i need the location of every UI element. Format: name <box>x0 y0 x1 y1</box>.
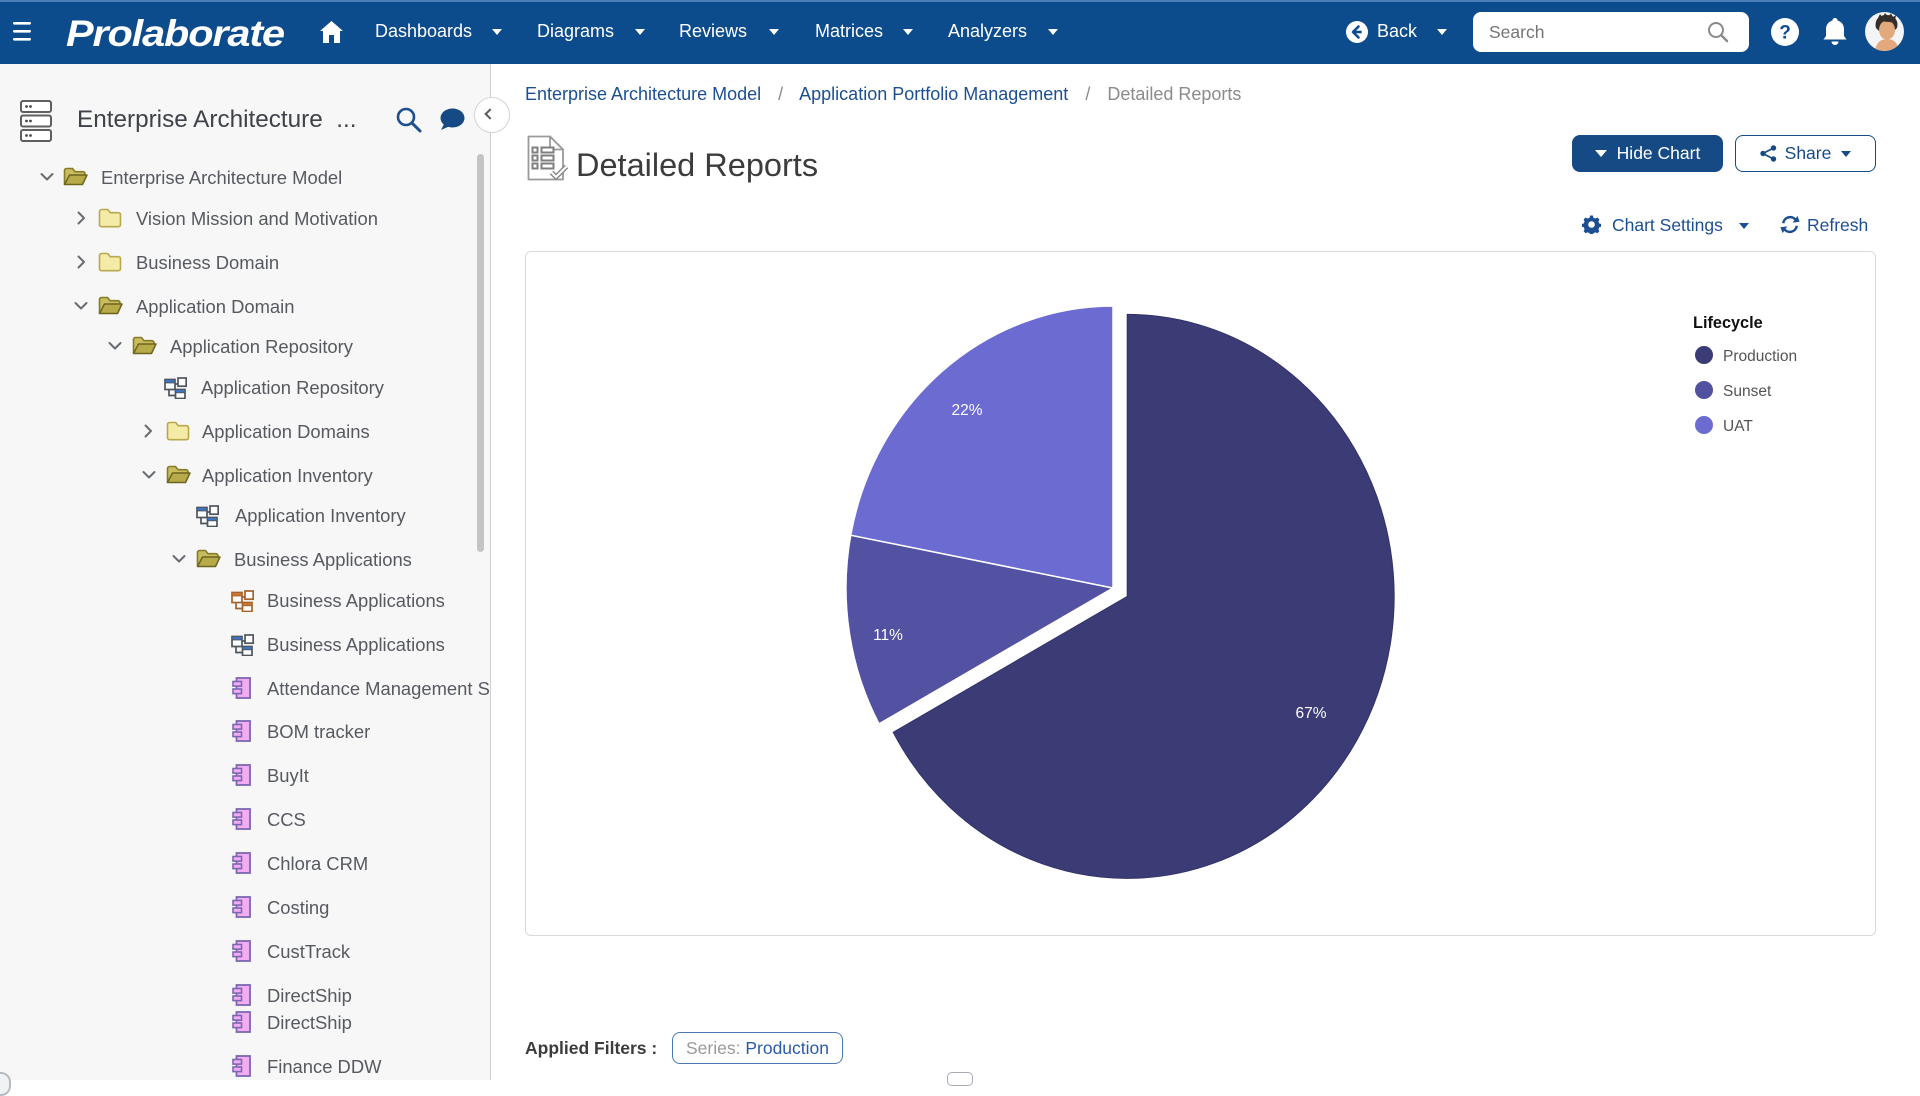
svg-text:?: ? <box>1779 23 1791 44</box>
svg-text:11%: 11% <box>873 627 903 644</box>
svg-text:Lifecycle: Lifecycle <box>1693 314 1763 332</box>
svg-text:Production: Production <box>1723 348 1797 365</box>
svg-text:67%: 67% <box>1295 705 1326 722</box>
svg-text:22%: 22% <box>951 402 982 419</box>
svg-text:Sunset: Sunset <box>1723 383 1772 400</box>
svg-text:UAT: UAT <box>1723 418 1753 435</box>
